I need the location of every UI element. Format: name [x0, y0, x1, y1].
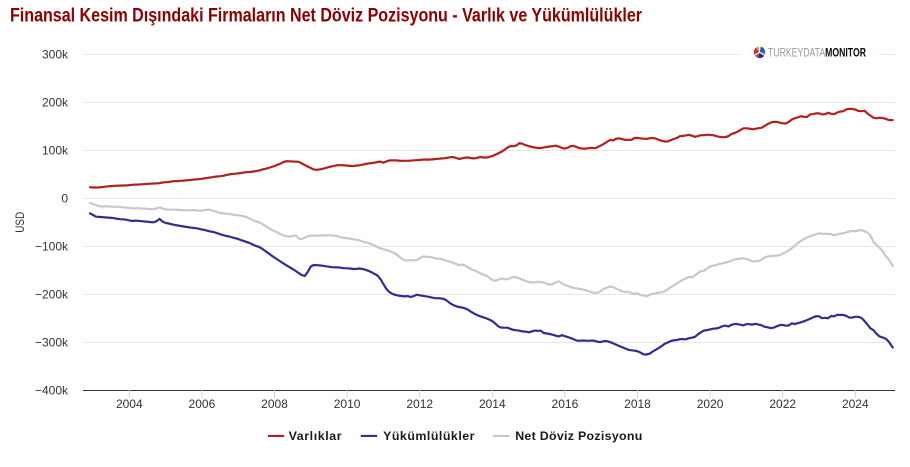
svg-text:2016: 2016 [552, 397, 579, 411]
svg-text:0: 0 [61, 192, 68, 206]
svg-text:USD: USD [13, 212, 27, 233]
svg-text:Net Döviz Pozisyonu: Net Döviz Pozisyonu [515, 429, 642, 443]
svg-text:2004: 2004 [116, 397, 143, 411]
svg-text:2020: 2020 [697, 397, 724, 411]
svg-text:2008: 2008 [261, 397, 288, 411]
svg-text:2024: 2024 [842, 397, 869, 411]
svg-text:200k: 200k [42, 96, 69, 110]
svg-text:100k: 100k [42, 144, 69, 158]
svg-text:−200k: −200k [35, 288, 69, 302]
svg-text:2012: 2012 [406, 397, 433, 411]
svg-text:−100k: −100k [35, 240, 69, 254]
svg-text:300k: 300k [42, 48, 69, 62]
svg-text:TURKEYDATAMONITOR: TURKEYDATAMONITOR [768, 48, 867, 60]
svg-text:−400k: −400k [35, 384, 69, 398]
svg-text:2022: 2022 [769, 397, 796, 411]
svg-text:2006: 2006 [189, 397, 216, 411]
svg-text:2010: 2010 [334, 397, 361, 411]
svg-text:Yükümlülükler: Yükümlülükler [383, 429, 475, 443]
svg-text:2014: 2014 [479, 397, 506, 411]
svg-text:Finansal Kesim Dışındaki Firma: Finansal Kesim Dışındaki Firmaların Net … [10, 5, 643, 26]
svg-text:2018: 2018 [624, 397, 651, 411]
svg-text:−300k: −300k [35, 336, 69, 350]
svg-text:Varlıklar: Varlıklar [289, 429, 342, 443]
